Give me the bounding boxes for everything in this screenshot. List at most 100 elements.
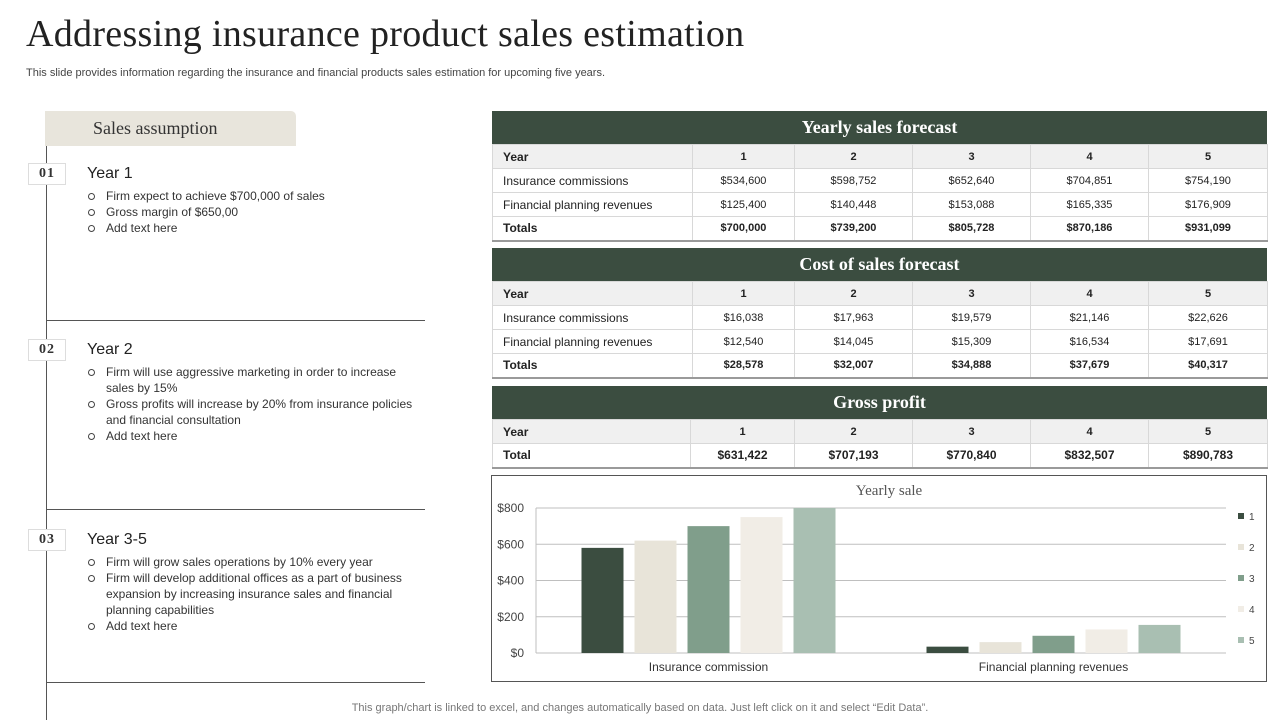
table-cell: Total xyxy=(492,443,691,469)
table-cell: 1 xyxy=(692,144,795,169)
table-cell: 2 xyxy=(794,144,913,169)
x-category-label: Insurance commission xyxy=(649,660,768,674)
gross-profit-header: Gross profit xyxy=(492,386,1267,419)
step-number-2: 02 xyxy=(28,339,66,361)
step-title-3: Year 3-5 xyxy=(87,531,147,548)
table-cell: $707,193 xyxy=(794,443,913,469)
step-bullets-3: Firm will grow sales operations by 10% e… xyxy=(87,554,417,634)
table-cell: 2 xyxy=(794,419,913,444)
section-divider xyxy=(46,509,425,510)
table-header-row: Year 1 2 3 4 5 xyxy=(492,144,1268,169)
bullet-item: Add text here xyxy=(87,220,417,236)
table-cell: $140,448 xyxy=(794,192,913,217)
legend-label: 4 xyxy=(1249,605,1255,616)
table-cell: $631,422 xyxy=(690,443,795,469)
section-divider xyxy=(46,682,425,683)
table-cell: $32,007 xyxy=(794,353,913,379)
legend-label: 2 xyxy=(1249,543,1255,554)
table-cell: $19,579 xyxy=(912,305,1031,330)
bar-2 xyxy=(634,540,677,653)
legend-swatch xyxy=(1238,637,1244,643)
y-tick-label: $0 xyxy=(511,646,525,660)
sales-assumption-header: Sales assumption xyxy=(45,111,296,146)
gross-profit-table: Year 1 2 3 4 5 Total $631,422 $707,193 $… xyxy=(492,419,1268,469)
table-cell: $754,190 xyxy=(1148,168,1268,193)
table-cell: $125,400 xyxy=(692,192,795,217)
table-cell: Totals xyxy=(492,216,693,242)
table-cell: $16,038 xyxy=(692,305,795,330)
table-cell: Totals xyxy=(492,353,693,379)
bar-4 xyxy=(740,517,783,653)
table-cell: $890,783 xyxy=(1148,443,1268,469)
table-cell: $17,963 xyxy=(794,305,913,330)
bar-5 xyxy=(793,508,836,653)
table-cell: 5 xyxy=(1148,144,1268,169)
table-cell: $16,534 xyxy=(1030,329,1149,354)
page-subtitle: This slide provides information regardin… xyxy=(26,67,606,79)
table-cell: $534,600 xyxy=(692,168,795,193)
step-number-1: 01 xyxy=(28,163,66,185)
table-row: Financial planning revenues $125,400 $14… xyxy=(492,192,1268,217)
table-cell: $34,888 xyxy=(912,353,1031,379)
y-tick-label: $600 xyxy=(497,537,524,551)
step-bullets-2: Firm will use aggressive marketing in or… xyxy=(87,364,417,444)
cost-of-sales-forecast-table: Year 1 2 3 4 5 Insurance commissions $16… xyxy=(492,281,1268,379)
table-cell: Insurance commissions xyxy=(492,168,693,193)
x-category-label: Financial planning revenues xyxy=(979,660,1128,674)
y-tick-label: $800 xyxy=(497,501,524,515)
chart-svg: Yearly sale $0 $200 $400 $600 $800 Insurance c… xyxy=(497,483,1255,674)
legend-swatch xyxy=(1238,575,1244,581)
table-cell: 1 xyxy=(692,281,795,306)
legend-label: 5 xyxy=(1249,636,1255,647)
bullet-item: Gross profits will increase by 20% from … xyxy=(87,396,417,428)
bullet-item: Add text here xyxy=(87,618,417,634)
table-cell: 5 xyxy=(1148,419,1268,444)
table-cell: Year xyxy=(492,419,691,444)
bar-3 xyxy=(1032,635,1075,653)
table-cell: 3 xyxy=(912,281,1031,306)
legend-label: 1 xyxy=(1249,512,1255,523)
table-cell: $770,840 xyxy=(912,443,1031,469)
table-header-row: Year 1 2 3 4 5 xyxy=(492,419,1268,444)
bullet-item: Gross margin of $650,00 xyxy=(87,204,417,220)
chart-title: Yearly sale xyxy=(856,483,923,499)
table-cell: Year xyxy=(492,144,693,169)
table-cell: $832,507 xyxy=(1030,443,1149,469)
table-row: Financial planning revenues $12,540 $14,… xyxy=(492,329,1268,354)
table-cell: Financial planning revenues xyxy=(492,192,693,217)
table-cell: Financial planning revenues xyxy=(492,329,693,354)
bar-1 xyxy=(926,646,969,653)
page-title: Addressing insurance product sales estim… xyxy=(26,13,745,55)
legend-swatch xyxy=(1238,544,1244,550)
table-cell: $598,752 xyxy=(794,168,913,193)
table-cell: 4 xyxy=(1030,144,1149,169)
table-total-row: Totals $28,578 $32,007 $34,888 $37,679 $… xyxy=(492,353,1268,379)
y-tick-label: $200 xyxy=(497,610,524,624)
table-cell: 1 xyxy=(690,419,795,444)
step-bullets-1: Firm expect to achieve $700,000 of sales… xyxy=(87,188,417,236)
legend-swatch xyxy=(1238,513,1244,519)
bar-2 xyxy=(979,642,1022,653)
bar-5 xyxy=(1138,624,1181,653)
table-cell: $704,851 xyxy=(1030,168,1149,193)
table-cell: Year xyxy=(492,281,693,306)
table-cell: $652,640 xyxy=(912,168,1031,193)
cost-of-sales-forecast-header: Cost of sales forecast xyxy=(492,248,1267,281)
table-cell: $12,540 xyxy=(692,329,795,354)
step-number-3: 03 xyxy=(28,529,66,551)
legend-swatch xyxy=(1238,606,1244,612)
section-divider xyxy=(46,320,425,321)
table-cell: $40,317 xyxy=(1148,353,1268,379)
step-title-2: Year 2 xyxy=(87,341,133,358)
table-cell: 4 xyxy=(1030,281,1149,306)
step-title-1: Year 1 xyxy=(87,165,133,182)
yearly-sales-forecast-header: Yearly sales forecast xyxy=(492,111,1267,144)
table-total-row: Totals $700,000 $739,200 $805,728 $870,1… xyxy=(492,216,1268,242)
table-cell: 4 xyxy=(1030,419,1149,444)
table-cell: Insurance commissions xyxy=(492,305,693,330)
table-cell: $22,626 xyxy=(1148,305,1268,330)
bullet-item: Firm will develop additional offices as … xyxy=(87,570,417,618)
yearly-sale-chart[interactable]: Yearly sale $0 $200 $400 $600 $800 Insurance c… xyxy=(491,475,1267,682)
table-row: Insurance commissions $16,038 $17,963 $1… xyxy=(492,305,1268,330)
bullet-item: Firm expect to achieve $700,000 of sales xyxy=(87,188,417,204)
